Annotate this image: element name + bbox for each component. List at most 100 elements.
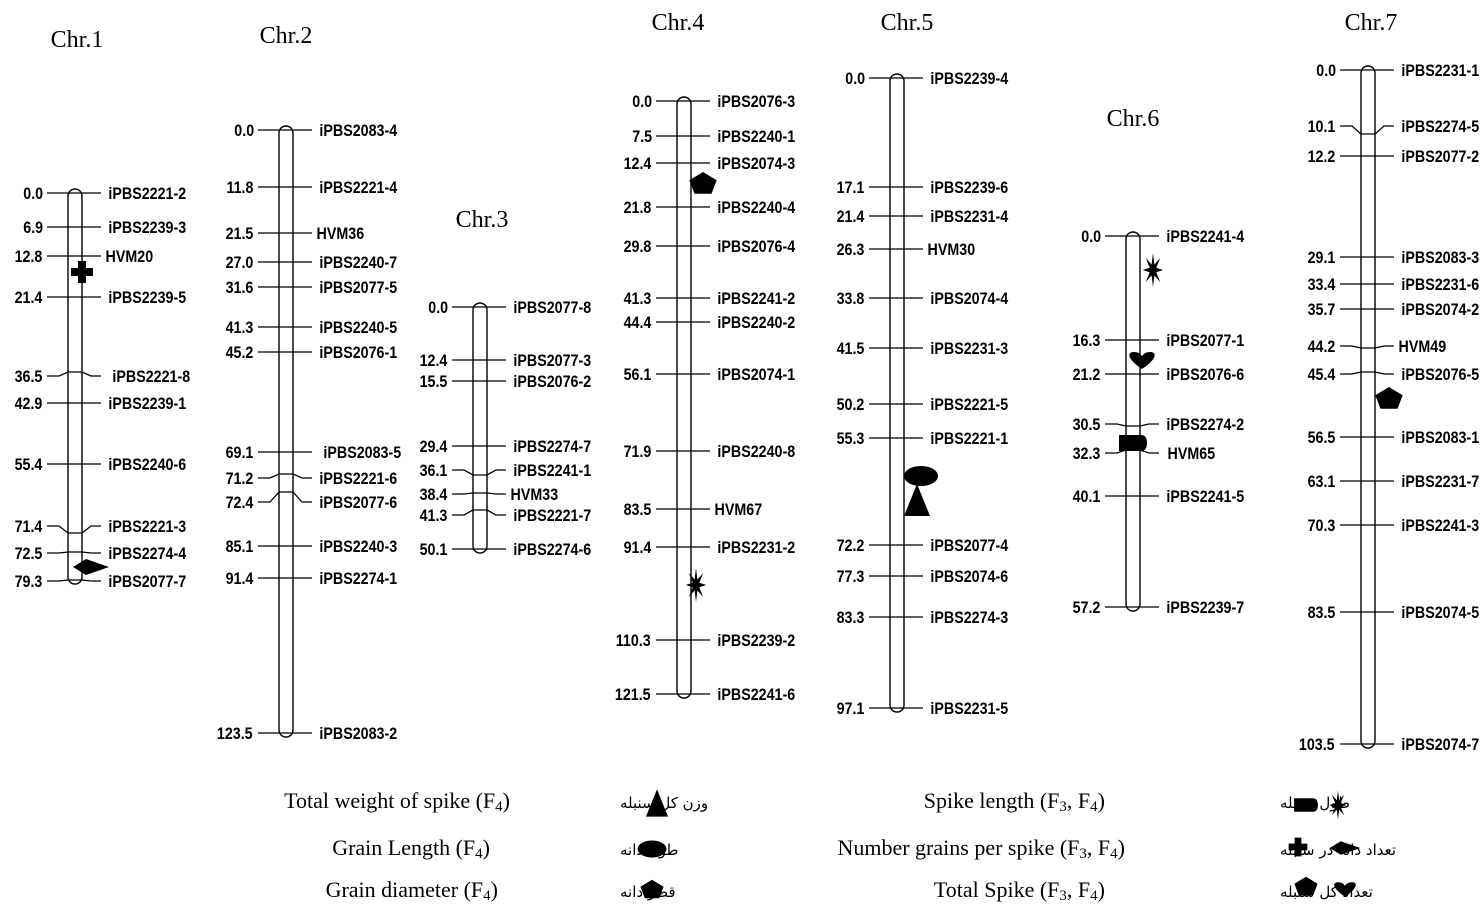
marker-position: 0.0: [845, 70, 865, 88]
marker-position: 29.4: [420, 438, 448, 456]
marker-position: 83.5: [1308, 604, 1336, 622]
marker: 0.0 iPBS2221-2: [23, 185, 186, 203]
marker: 21.4 iPBS2231-4: [837, 208, 1009, 226]
marker-name: iPBS2239-6: [930, 179, 1008, 197]
chromosome-title: Chr.4: [652, 10, 705, 36]
marker: 16.3 iPBS2077-1: [1073, 332, 1245, 350]
marker-name: iPBS2077-7: [108, 573, 186, 591]
marker-name: iPBS2074-6: [930, 568, 1008, 586]
marker: 72.5 iPBS2274-4: [15, 545, 187, 563]
chromosome-bar: [278, 125, 294, 738]
marker-position: 29.1: [1308, 249, 1336, 267]
marker-position: 91.4: [226, 570, 254, 588]
qtl-star-icon: [685, 568, 707, 602]
marker: 83.5 HVM67: [624, 501, 763, 519]
marker-name: iPBS2240-5: [319, 319, 397, 337]
marker-position: 85.1: [226, 538, 254, 556]
marker-position: 44.2: [1308, 338, 1336, 356]
marker-position: 97.1: [837, 700, 865, 718]
marker: 103.5 iPBS2074-7: [1299, 736, 1480, 754]
marker-position: 40.1: [1073, 488, 1101, 506]
marker: 71.2 iPBS2221-6: [226, 470, 398, 488]
marker: 32.3 HVM65: [1073, 445, 1216, 463]
marker-name: iPBS2076-3: [717, 93, 795, 111]
marker-tick: [258, 473, 312, 479]
marker: 36.1 iPBS2241-1: [420, 462, 592, 480]
marker-name: iPBS2074-2: [1401, 301, 1479, 319]
marker-name: iPBS2077-3: [513, 352, 591, 370]
marker: 123.5 iPBS2083-2: [217, 725, 398, 743]
legend-rounded-rect-icon: [1294, 798, 1318, 812]
marker-name: iPBS2231-4: [930, 208, 1008, 226]
marker: 44.2 HVM49: [1308, 338, 1447, 356]
marker-position: 45.4: [1308, 366, 1336, 384]
marker-name: iPBS2231-3: [930, 340, 1008, 358]
marker-tick: [47, 551, 101, 554]
marker-position: 50.2: [837, 396, 865, 414]
marker-name: iPBS2239-5: [108, 289, 186, 307]
marker: 7.5 iPBS2240-1: [632, 128, 795, 146]
marker-name: iPBS2231-2: [717, 539, 795, 557]
marker-tick: [1340, 371, 1394, 375]
marker-position: 0.0: [428, 299, 448, 317]
marker-name: iPBS2240-1: [717, 128, 795, 146]
marker-position: 12.8: [15, 248, 43, 266]
chromosome-1: Chr.1 0.0 iPBS2221-2 6.9 iPBS2239-3 12.8 HVM20…: [15, 27, 191, 591]
marker-name: iPBS2077-5: [319, 279, 397, 297]
marker-name: HVM65: [1168, 445, 1216, 463]
marker: 55.4 iPBS2240-6: [15, 456, 187, 474]
marker: 27.0 iPBS2240-7: [226, 254, 398, 272]
marker: 85.1 iPBS2240-3: [226, 538, 398, 556]
marker-name: iPBS2241-1: [513, 462, 591, 480]
marker-tick: [47, 525, 101, 534]
qtl-heart-icon: [1129, 352, 1155, 369]
chromosome-7: Chr.7 0.0 iPBS2231-1 10.1 iPBS2274-5 12.2 iPBS…: [1299, 10, 1480, 754]
marker-position: 35.7: [1308, 301, 1336, 319]
legend: Total weight of spike (F4) وزن کل سنبله Gr…: [284, 788, 1396, 904]
marker-name: iPBS2241-5: [1166, 488, 1244, 506]
marker: 10.1 iPBS2274-5: [1308, 118, 1480, 136]
marker-position: 0.0: [1081, 228, 1101, 246]
legend-label: Spike length (F3, F4): [924, 788, 1105, 815]
marker: 12.4 iPBS2077-3: [420, 352, 592, 370]
marker: 83.5 iPBS2074-5: [1308, 604, 1480, 622]
marker-name: iPBS2239-4: [930, 70, 1008, 88]
marker-name: iPBS2221-1: [930, 430, 1008, 448]
legend-pentagon-icon: [1294, 876, 1318, 896]
marker: 0.0 iPBS2239-4: [845, 70, 1008, 88]
legend-item: Total weight of spike (F4) وزن کل سنبله: [284, 788, 708, 817]
legend-heart-icon: [1334, 882, 1356, 897]
marker-position: 110.3: [616, 632, 651, 650]
marker-name: iPBS2239-3: [108, 219, 186, 237]
legend-item: Total Spike (F3, F4) تعداد کل سنبله: [934, 876, 1373, 904]
marker-name: iPBS2274-5: [1401, 118, 1479, 136]
marker-position: 31.6: [226, 279, 254, 297]
marker-name: iPBS2074-4: [930, 290, 1008, 308]
marker-position: 57.2: [1073, 599, 1101, 617]
marker: 70.3 iPBS2241-3: [1308, 517, 1480, 535]
marker-name: iPBS2274-7: [513, 438, 591, 456]
legend-item: Spike length (F3, F4)طول سنبله: [924, 788, 1350, 820]
qtl-diamond-icon: [73, 559, 109, 575]
marker: 11.8 iPBS2221-4: [226, 179, 397, 197]
marker-name: iPBS2274-6: [513, 541, 591, 559]
qtl-pentagon-icon: [689, 172, 717, 194]
marker-name: iPBS2077-6: [319, 494, 397, 512]
marker: 71.4 iPBS2221-3: [15, 518, 187, 536]
marker-name: iPBS2221-5: [930, 396, 1008, 414]
marker: 50.1 iPBS2274-6: [420, 541, 592, 559]
qtl-pentagon-icon: [1375, 387, 1403, 409]
marker-position: 72.4: [226, 494, 254, 512]
marker: 110.3 iPBS2239-2: [616, 632, 796, 650]
marker-position: 16.3: [1073, 332, 1101, 350]
marker-name: iPBS2221-4: [319, 179, 397, 197]
marker: 55.3 iPBS2221-1: [837, 430, 1009, 448]
marker: 30.5 iPBS2274-2: [1073, 416, 1245, 434]
marker-position: 63.1: [1308, 473, 1336, 491]
marker: 26.3 HVM30: [837, 241, 976, 259]
marker: 57.2 iPBS2239-7: [1073, 599, 1245, 617]
chromosome-title: Chr.3: [456, 207, 509, 233]
marker: 69.1 iPBS2083-5: [226, 444, 402, 462]
chromosome-title: Chr.2: [260, 23, 313, 49]
chromosome-2: Chr.2 0.0 iPBS2083-4 11.8 iPBS2221-4 21.5 HVM3…: [217, 23, 402, 743]
